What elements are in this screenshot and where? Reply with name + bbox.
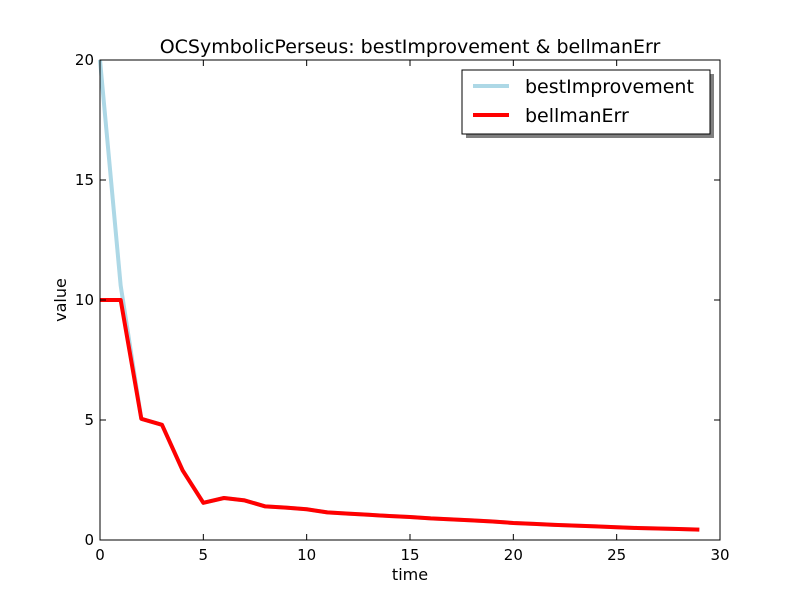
x-tick-label: 10 xyxy=(297,546,316,564)
y-tick-label: 10 xyxy=(75,291,94,309)
x-tick-label: 30 xyxy=(710,546,729,564)
legend-label-bestimprovement: bestImprovement xyxy=(525,76,694,98)
chart-title: OCSymbolicPerseus: bestImprovement & bel… xyxy=(160,36,661,58)
x-tick-label: 20 xyxy=(504,546,523,564)
legend: bestImprovement bellmanErr xyxy=(461,69,714,138)
x-axis-label: time xyxy=(392,565,428,584)
legend-label-bellmanerr: bellmanErr xyxy=(525,105,629,127)
axis-ticks: 0 5 10 15 20 25 30 0 5 10 15 20 xyxy=(75,51,730,564)
x-tick-label: 0 xyxy=(95,546,105,564)
x-tick-label: 25 xyxy=(607,546,626,564)
x-tick-label: 15 xyxy=(400,546,419,564)
y-tick-label: 20 xyxy=(75,51,94,69)
y-tick-label: 15 xyxy=(75,171,94,189)
series-layer xyxy=(98,59,700,532)
y-axis-label: value xyxy=(51,278,70,322)
series-line-bellmanerr xyxy=(100,298,700,532)
y-tick-label: 0 xyxy=(84,531,94,549)
legend-box xyxy=(461,69,711,135)
y-tick-label: 5 xyxy=(84,411,94,429)
x-tick-label: 5 xyxy=(199,546,209,564)
